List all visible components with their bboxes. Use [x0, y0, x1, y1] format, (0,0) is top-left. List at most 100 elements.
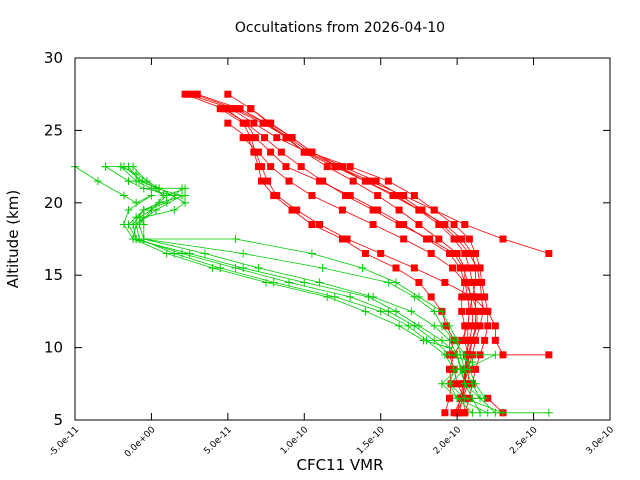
data-point-plus	[465, 365, 474, 374]
x-axis-label: CFC11 VMR	[296, 456, 383, 474]
data-point-plus	[254, 263, 263, 272]
data-point-square	[270, 192, 278, 200]
data-point-square	[221, 105, 229, 113]
data-point-square	[400, 235, 408, 243]
x-tick-label: -5.0e-11	[47, 425, 81, 459]
data-point-plus	[460, 350, 469, 359]
data-point-square	[250, 148, 258, 156]
data-point-square	[316, 177, 324, 185]
data-point-plus	[239, 263, 248, 272]
series-green-7	[129, 162, 489, 403]
data-point-square	[224, 119, 232, 127]
data-point-plus	[491, 408, 500, 417]
data-point-plus	[491, 350, 500, 359]
data-point-square	[377, 249, 385, 257]
data-point-square	[471, 264, 479, 272]
data-point-plus	[119, 191, 128, 200]
data-point-square	[293, 206, 301, 214]
data-point-square	[346, 192, 354, 200]
series-line	[219, 108, 549, 356]
data-point-square	[349, 177, 357, 185]
data-point-square	[361, 177, 369, 185]
data-point-square	[400, 192, 408, 200]
data-point-plus	[185, 249, 194, 258]
series-green-5	[101, 162, 553, 417]
y-tick-label: 15	[44, 266, 63, 284]
series-red-9	[221, 105, 473, 417]
data-point-square	[464, 336, 472, 344]
series-green-1	[71, 162, 485, 417]
data-point-plus	[395, 321, 404, 330]
series-green-4	[124, 162, 507, 417]
data-point-plus	[358, 263, 367, 272]
data-point-square	[461, 221, 469, 229]
y-tick-label: 20	[44, 194, 63, 212]
series-red-6	[216, 105, 553, 359]
data-point-square	[471, 365, 479, 373]
data-point-plus	[181, 198, 190, 207]
data-point-plus	[419, 336, 428, 345]
x-tick-label: 1.0e-10	[279, 425, 311, 457]
data-point-plus	[129, 162, 138, 171]
series-line	[227, 122, 504, 414]
data-point-plus	[318, 263, 327, 272]
series-line	[123, 166, 496, 414]
data-point-square	[361, 249, 369, 257]
data-point-square	[415, 278, 423, 286]
data-point-plus	[323, 292, 332, 301]
data-point-square	[461, 278, 469, 286]
data-point-square	[262, 119, 270, 127]
data-point-square	[461, 249, 469, 257]
data-point-plus	[410, 292, 419, 301]
data-point-square	[369, 206, 377, 214]
data-point-plus	[132, 198, 141, 207]
data-point-square	[465, 264, 473, 272]
data-point-plus	[181, 184, 190, 193]
data-point-plus	[445, 379, 454, 388]
data-point-plus	[147, 191, 156, 200]
series-line	[224, 108, 470, 413]
series-line	[227, 93, 484, 413]
series-line	[128, 166, 504, 414]
data-point-plus	[208, 263, 217, 272]
data-point-square	[250, 119, 258, 127]
data-point-plus	[119, 162, 128, 171]
data-point-square	[441, 409, 449, 417]
data-point-square	[458, 235, 466, 243]
data-point-plus	[231, 235, 240, 243]
data-point-square	[468, 336, 476, 344]
data-point-plus	[430, 307, 439, 316]
data-point-plus	[407, 307, 416, 316]
data-point-square	[254, 148, 262, 156]
data-point-square	[288, 134, 296, 142]
data-point-plus	[231, 263, 240, 272]
data-point-square	[471, 278, 479, 286]
data-point-plus	[468, 408, 477, 417]
data-point-plus	[480, 394, 489, 403]
data-point-plus	[124, 206, 133, 215]
data-point-plus	[285, 278, 293, 287]
data-point-plus	[361, 307, 370, 316]
data-point-square	[484, 322, 492, 330]
series-line	[132, 166, 486, 399]
data-point-square	[491, 322, 499, 330]
x-tick-label: 0.0e+00	[123, 425, 158, 460]
data-point-square	[261, 134, 269, 142]
data-point-square	[476, 278, 484, 286]
data-point-square	[282, 163, 290, 171]
data-point-square	[415, 206, 423, 214]
data-point-plus	[135, 220, 144, 229]
data-point-plus	[162, 249, 171, 258]
data-point-square	[372, 177, 380, 185]
data-point-plus	[178, 191, 186, 200]
data-point-plus	[142, 177, 151, 186]
data-point-square	[410, 192, 418, 200]
data-point-square	[374, 192, 382, 200]
data-point-plus	[216, 263, 225, 272]
data-point-square	[224, 90, 232, 98]
data-point-plus	[170, 206, 179, 215]
axes-layer: 5 10 15 20 25 30 -5.0e-11 0.0e+00 5.0e-11 1.0e-10…	[44, 49, 616, 460]
data-point-square	[473, 307, 481, 315]
data-point-square	[465, 235, 473, 243]
